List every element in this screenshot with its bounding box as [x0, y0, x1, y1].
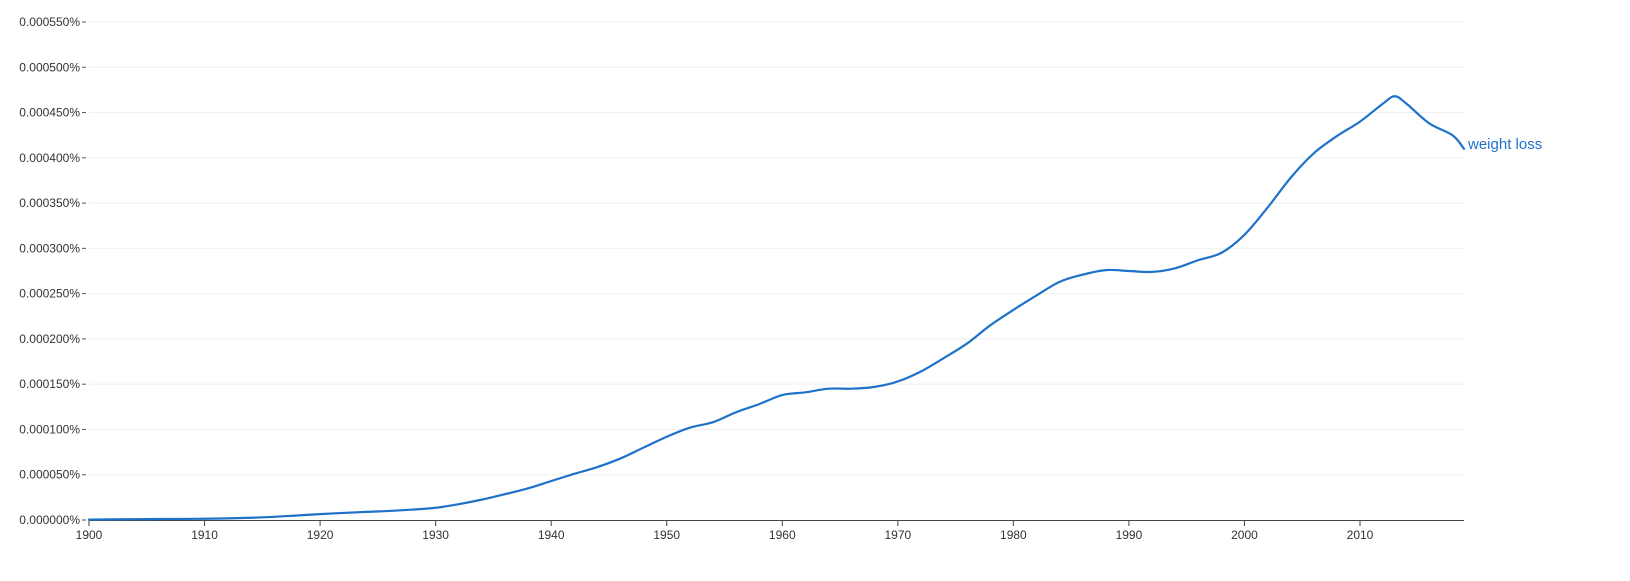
series-label-weight-loss[interactable]: weight loss	[1467, 136, 1542, 153]
x-tick-label: 1970	[884, 528, 911, 542]
x-tick-label: 1930	[422, 528, 449, 542]
series-lines	[87, 95, 1466, 521]
series-labels: weight loss	[1467, 136, 1542, 153]
y-tick-label: 0.000500%	[19, 60, 80, 74]
y-tick-label: 0.000200%	[19, 332, 80, 346]
x-tick-label: 1940	[538, 528, 565, 542]
gridlines	[89, 21, 1464, 476]
x-tick-label: 2010	[1347, 528, 1374, 542]
y-tick-label: 0.000250%	[19, 287, 80, 301]
x-tick-label: 1960	[769, 528, 796, 542]
y-tick-label: 0.000400%	[19, 151, 80, 165]
x-tick-label: 1920	[307, 528, 334, 542]
x-tick-label: 2000	[1231, 528, 1258, 542]
y-tick-label: 0.000300%	[19, 241, 80, 255]
x-tick-label: 1950	[653, 528, 680, 542]
y-tick-label: 0.000350%	[19, 196, 80, 210]
x-tick-label: 1990	[1116, 528, 1143, 542]
x-tick-label: 1910	[191, 528, 218, 542]
axes: 0.000000% 0.000050% 0.000100% 0.000150% 0.00…	[19, 15, 1464, 542]
x-tick-label: 1980	[1000, 528, 1027, 542]
y-tick-label: 0.000100%	[19, 422, 80, 436]
y-tick-label: 0.000450%	[19, 106, 80, 120]
y-tick-label: 0.000150%	[19, 377, 80, 391]
y-tick-label: 0.000550%	[19, 15, 80, 29]
x-tick-label: 1900	[76, 528, 103, 542]
y-tick-label: 0.000000%	[19, 513, 80, 527]
series-line-weight-loss[interactable]	[87, 95, 1466, 521]
y-tick-label: 0.000050%	[19, 468, 80, 482]
